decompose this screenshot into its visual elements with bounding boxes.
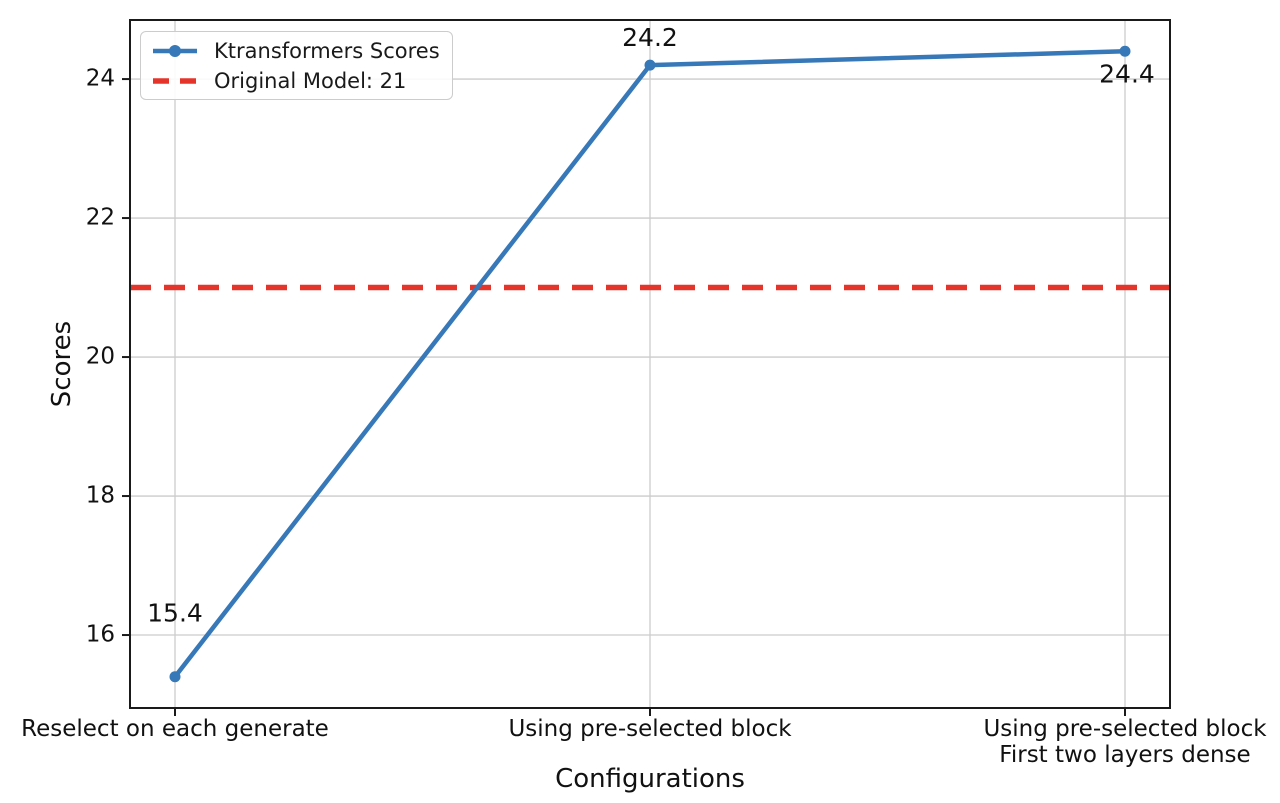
legend-label-reference: Original Model: 21 — [214, 68, 407, 93]
y-tick-label: 24 — [86, 66, 115, 92]
series-line-swatch-icon — [153, 44, 197, 57]
point-label: 24.2 — [622, 23, 678, 52]
x-tick-label: Using pre-selected block — [508, 716, 792, 742]
data-point-marker — [644, 59, 656, 71]
y-tick-label: 20 — [86, 344, 115, 370]
y-axis-title: Scores — [47, 320, 77, 408]
x-tick-label: Using pre-selected block — [983, 716, 1267, 742]
y-tick-label: 22 — [86, 205, 115, 231]
data-point-marker — [169, 671, 181, 683]
x-axis-title: Configurations — [555, 764, 745, 794]
legend-item-series: Ktransformers Scores — [151, 36, 440, 65]
x-tick-label: First two layers dense — [999, 742, 1250, 768]
point-label: 15.4 — [147, 599, 203, 628]
legend: Ktransformers Scores Original Model: 21 — [140, 31, 453, 100]
point-label: 24.4 — [1099, 59, 1155, 88]
x-tick-label: Reselect on each generate — [21, 716, 329, 742]
legend-label-series: Ktransformers Scores — [214, 38, 440, 63]
legend-item-reference: Original Model: 21 — [151, 66, 440, 95]
data-point-marker — [1119, 45, 1131, 57]
reference-line-swatch-icon — [153, 77, 197, 84]
y-tick-label: 18 — [86, 483, 115, 509]
y-tick-label: 16 — [86, 622, 115, 648]
